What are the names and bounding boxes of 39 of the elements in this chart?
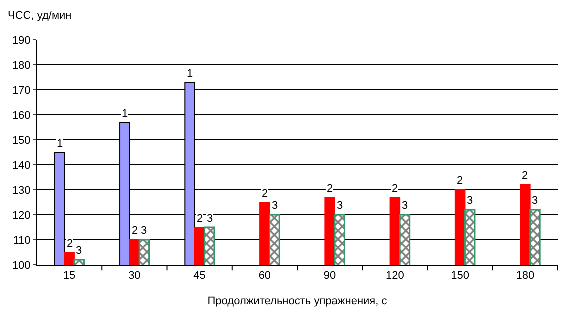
y-axis-title: ЧСС, уд/мин (8, 10, 72, 22)
x-tick-label: 60 (258, 270, 272, 282)
text: 3 (337, 200, 344, 212)
x-tick-label: 90 (324, 270, 336, 282)
text: 1 (187, 68, 194, 80)
text: 3 (141, 225, 148, 237)
text: 2 (522, 170, 528, 182)
y-tick-label: 150 (12, 134, 31, 147)
text: 2 (132, 225, 138, 237)
series-label: 1 (57, 138, 64, 150)
text: 1 (122, 108, 128, 120)
x-tick-label: 15 (63, 270, 76, 282)
y-tick-label: 120 (12, 210, 31, 222)
x-tick-label: 180 (516, 270, 535, 282)
text: 2 (392, 183, 398, 195)
x-tick-label: 45 (194, 270, 206, 282)
y-tick-label: 110 (13, 234, 31, 247)
series-label: 3 (207, 213, 214, 225)
y-tick-label: 130 (12, 184, 31, 197)
text: 3 (467, 195, 474, 207)
x-tick-label: 150 (451, 270, 470, 282)
y-tick-label: 170 (12, 84, 31, 97)
text: 2 (457, 175, 464, 187)
text: 3 (76, 245, 82, 257)
text: 2 (197, 213, 204, 225)
series-label: 2 (67, 238, 74, 250)
text: 2 (262, 188, 268, 200)
y-tick-label: 180 (12, 60, 31, 72)
text: 3 (402, 200, 408, 212)
x-tick-label: 120 (386, 270, 404, 282)
x-axis-title: Продолжительность упражнения, с (208, 295, 388, 308)
x-tick-label: 30 (128, 270, 141, 282)
text: 2 (327, 183, 334, 195)
y-tick-label: 190 (12, 34, 31, 47)
text: 3 (272, 200, 278, 212)
y-tick-label: 160 (12, 110, 31, 122)
y-tick-label: 100 (12, 260, 31, 272)
text: 3 (532, 195, 538, 207)
y-tick-label: 140 (12, 160, 31, 172)
